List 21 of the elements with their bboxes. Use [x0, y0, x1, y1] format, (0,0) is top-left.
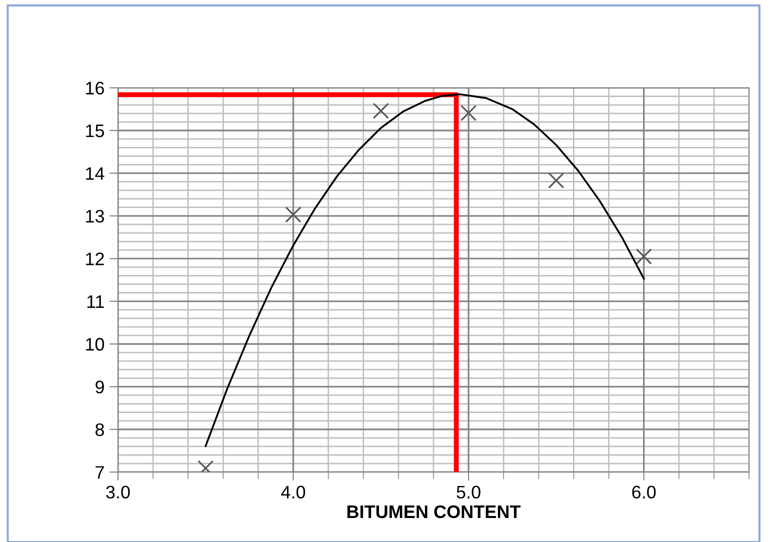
- y-tick-label: 13: [86, 210, 104, 223]
- point: [285, 206, 302, 223]
- y-tick-label: 9: [96, 380, 104, 394]
- x-tick-label: 6.0: [632, 486, 656, 499]
- x-axis-title: BITUMEN CONTENT: [347, 505, 521, 518]
- y-tick-label: 15: [86, 124, 104, 138]
- y-tick-label: 7: [96, 466, 104, 479]
- x-tick-label: 3.0: [106, 486, 130, 499]
- x-tick-label: 4.0: [281, 486, 306, 499]
- point: [372, 102, 390, 119]
- x-tick-label: 5.0: [456, 486, 480, 499]
- y-tick-label: 8: [96, 423, 104, 436]
- y-tick-label: 10: [86, 338, 104, 351]
- y-tick-label: 14: [86, 167, 104, 180]
- point: [548, 172, 564, 189]
- line-series: [204, 93, 645, 447]
- point: [636, 248, 652, 265]
- y-tick-label: 11: [87, 295, 104, 308]
- y-tick-label: 12: [86, 252, 104, 266]
- y-tick-label: 16: [86, 82, 104, 95]
- point: [460, 104, 477, 122]
